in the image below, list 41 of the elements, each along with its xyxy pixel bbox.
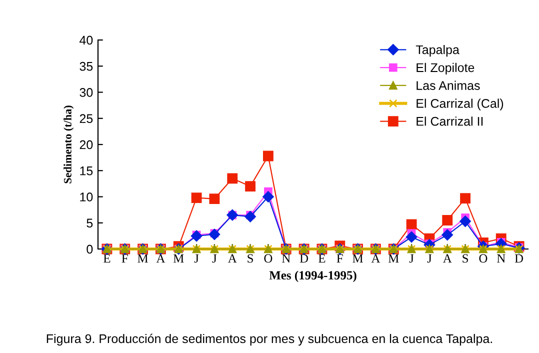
x-tick-label: J bbox=[409, 254, 414, 263]
x-tick-label: A bbox=[156, 254, 166, 263]
x-tick-label: M bbox=[138, 254, 148, 263]
legend-label: El Zopilote bbox=[416, 62, 474, 75]
x-tick-label: S bbox=[248, 254, 253, 263]
x-tick-label: S bbox=[462, 254, 468, 263]
x-axis-title: Mes (1994-1995) bbox=[269, 270, 356, 282]
y-tick-label: 35 bbox=[80, 62, 93, 71]
x-tick-label: N bbox=[496, 254, 506, 263]
y-tick-label: 30 bbox=[80, 88, 93, 97]
x-tick-label: N bbox=[282, 254, 290, 263]
legend-label: Tapalpa bbox=[416, 44, 460, 57]
y-axis-title: Sedimento (t/ha) bbox=[64, 106, 74, 184]
x-tick-label: A bbox=[228, 254, 237, 263]
y-tick-label: 0 bbox=[86, 244, 93, 254]
x-tick-label: O bbox=[264, 254, 272, 263]
legend-label: El Carrizal II bbox=[416, 116, 483, 126]
x-tick-label: F bbox=[336, 254, 343, 263]
x-tick-label: F bbox=[122, 254, 128, 263]
y-tick-label: 5 bbox=[86, 218, 93, 228]
x-tick-label: M bbox=[388, 254, 399, 263]
x-tick-label: J bbox=[194, 254, 199, 263]
x-tick-label: A bbox=[371, 254, 380, 263]
y-tick-label: 15 bbox=[80, 166, 93, 176]
x-tick-label: E bbox=[104, 254, 110, 263]
x-tick-label: D bbox=[300, 254, 308, 263]
y-tick-label: 10 bbox=[80, 192, 93, 202]
x-tick-label: M bbox=[173, 254, 184, 263]
x-tick-label: O bbox=[479, 254, 488, 263]
x-tick-label: D bbox=[514, 254, 524, 263]
x-tick-label: M bbox=[352, 254, 363, 263]
y-tick-label: 40 bbox=[80, 36, 93, 45]
x-tick-label: J bbox=[212, 254, 217, 263]
legend-label: Las Animas bbox=[416, 80, 480, 90]
x-tick-label: A bbox=[442, 254, 452, 263]
y-tick-label: 25 bbox=[80, 114, 93, 124]
x-tick-label: J bbox=[427, 254, 432, 263]
legend-label: El Carrizal (Cal) bbox=[416, 98, 504, 110]
x-tick-label: E bbox=[318, 254, 326, 263]
text: Figura 9. Producción de sedimentos por mes y subcuenca en la cuenca Tapalpa. bbox=[46, 334, 492, 346]
y-tick-label: 20 bbox=[80, 140, 93, 150]
